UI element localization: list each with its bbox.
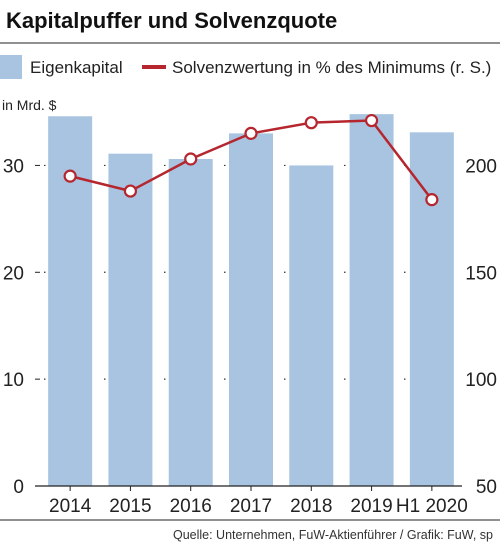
- right-tick-label-150: 150: [465, 263, 497, 284]
- legend-label-line: Solvenzwertung in % des Minimums (r. S.): [172, 58, 491, 77]
- solvency-point-2018: [304, 116, 318, 130]
- source-note: Quelle: Unternehmen, FuW-Aktienführer / …: [173, 528, 493, 542]
- unit-label: in Mrd. $: [2, 97, 57, 113]
- x-tick-label-2018: 2018: [290, 496, 332, 517]
- right-tick-label-50: 50: [476, 477, 497, 498]
- x-tick-label-2015: 2015: [109, 496, 151, 517]
- legend-swatch-bars: [0, 55, 22, 79]
- bar-2019: [349, 114, 394, 486]
- legend-label-bars: Eigenkapital: [30, 58, 123, 77]
- x-tick-label-2017: 2017: [230, 496, 272, 517]
- bar-2016: [168, 159, 213, 486]
- right-tick-label-200: 200: [465, 156, 497, 177]
- x-tick-label-2014: 2014: [49, 496, 92, 517]
- solvency-point-2017: [244, 126, 258, 140]
- right-tick-label-100: 100: [465, 370, 497, 391]
- bar-h1-2020: [409, 132, 454, 486]
- chart-title: Kapitalpuffer und Solvenzquote: [6, 8, 337, 33]
- solvency-point-2016: [184, 152, 198, 166]
- left-tick-label-0: 0: [13, 477, 24, 498]
- solvency-point-h1-2020: [425, 193, 439, 207]
- left-tick-label-30: 30: [3, 156, 24, 177]
- axes: 0 10 20 30 50 100 150 200 2014 2015 2016 2017 2018 20…: [3, 156, 497, 517]
- left-tick-label-10: 10: [3, 370, 24, 391]
- bar-2018: [289, 165, 334, 486]
- bar-2017: [229, 133, 273, 486]
- line-series: [63, 113, 439, 207]
- x-tick-label-2019: 2019: [350, 496, 392, 517]
- solvency-point-2015: [123, 184, 138, 198]
- legend: Eigenkapital Solvenzwertung in % des Min…: [0, 55, 491, 79]
- left-tick-label-20: 20: [3, 263, 24, 284]
- x-tick-label-h1-2020: H1 2020: [396, 496, 468, 517]
- bar-2015: [108, 153, 153, 486]
- solvency-point-2014: [63, 169, 77, 183]
- bars: [48, 114, 454, 486]
- solvency-point-2019: [364, 113, 379, 128]
- x-tick-label-2016: 2016: [170, 496, 212, 517]
